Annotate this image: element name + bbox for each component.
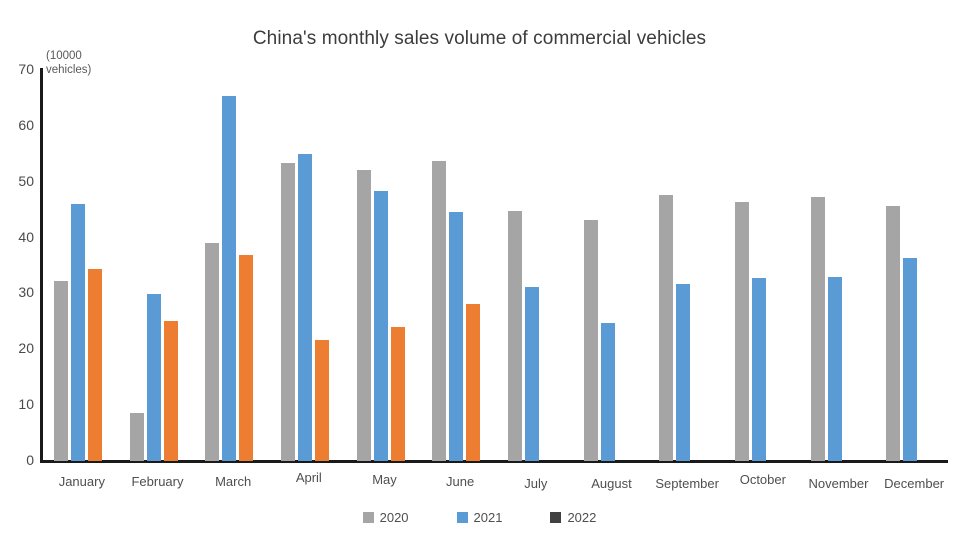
bar-2020-october — [735, 201, 749, 461]
x-axis-label-september: September — [655, 476, 719, 491]
bar-2021-september — [676, 283, 691, 461]
x-axis-label-may: May — [372, 472, 397, 487]
bar-2020-november — [810, 196, 825, 461]
plot-area — [40, 70, 948, 461]
bar-2021-february — [146, 294, 161, 461]
bar-group — [281, 70, 357, 461]
bar-2021-june — [449, 211, 464, 461]
bar-2021-april — [298, 154, 312, 461]
bar-2021-march — [222, 96, 237, 461]
y-axis-tick-label: 40 — [18, 228, 34, 245]
x-axis-label-august: August — [591, 476, 632, 491]
bar-group — [205, 70, 281, 461]
y-axis-tick-label: 20 — [18, 340, 34, 357]
x-axis-label-november: November — [808, 476, 869, 491]
x-axis-label-july: July — [524, 476, 548, 491]
y-axis-unit-line1: (10000 — [46, 50, 82, 62]
chart-title: China's monthly sales volume of commerci… — [252, 28, 707, 49]
legend-item-2021[interactable]: 2021 — [456, 510, 503, 525]
x-axis-label-june: June — [446, 474, 475, 489]
bar-group — [432, 70, 508, 461]
bar-2021-august — [600, 323, 615, 461]
bar-2022-march — [239, 254, 254, 461]
y-axis-unit-label: (10000 vehicles) — [46, 50, 110, 77]
bar-2020-december — [886, 206, 901, 461]
x-axis-line — [40, 460, 948, 463]
x-axis-label-october: October — [739, 472, 786, 487]
y-axis-tick-label: 60 — [18, 116, 34, 133]
bar-2022-june — [466, 304, 481, 461]
legend-label: 2022 — [567, 510, 597, 525]
bar-2022-april — [315, 340, 329, 461]
bar-2020-august — [583, 220, 598, 461]
legend-label: 2021 — [473, 510, 503, 525]
bar-group — [810, 70, 887, 461]
bar-2022-may — [390, 326, 405, 461]
chart-legend: 2020 2021 2022 — [0, 510, 959, 525]
bar-2022-february — [163, 320, 178, 461]
bar-2020-march — [205, 243, 220, 461]
x-axis-label-december: December — [884, 476, 945, 491]
bar-2021-july — [525, 286, 539, 461]
y-axis-tick-label: 0 — [26, 452, 34, 468]
bar-2020-april — [281, 162, 295, 461]
bar-group — [54, 70, 130, 461]
x-axis-label-january: January — [58, 474, 105, 489]
bar-group — [583, 70, 660, 461]
bar-2020-may — [356, 169, 371, 461]
bar-group — [735, 70, 811, 461]
y-axis-tick-label: 30 — [18, 284, 34, 301]
legend-swatch-icon — [362, 512, 374, 523]
bar-group — [129, 70, 206, 461]
bar-group — [356, 70, 433, 461]
bar-2020-july — [508, 210, 522, 461]
legend-item-2022[interactable]: 2022 — [550, 510, 596, 525]
bar-group — [659, 70, 735, 461]
legend-swatch-icon — [456, 512, 468, 523]
bar-2021-january — [71, 204, 85, 461]
bar-2022-january — [88, 268, 102, 461]
y-axis-tick-label: 70 — [18, 61, 34, 77]
bar-group — [508, 70, 584, 461]
legend-label: 2020 — [379, 510, 409, 525]
bar-2020-february — [129, 412, 144, 461]
x-axis-label-march: March — [215, 474, 252, 489]
bar-2020-june — [432, 161, 447, 461]
bar-2021-december — [903, 257, 918, 461]
bar-2020-january — [54, 281, 68, 461]
x-axis-label-february: February — [131, 474, 184, 489]
legend-swatch-icon — [550, 512, 562, 523]
bar-2021-october — [752, 278, 766, 461]
y-axis-tick-label: 10 — [18, 396, 34, 413]
y-axis-tick-label: 50 — [18, 172, 34, 189]
bar-2021-november — [827, 276, 842, 461]
y-axis-line — [40, 68, 43, 463]
bar-2020-september — [659, 194, 674, 461]
bar-group — [886, 70, 959, 461]
x-axis-label-april: April — [295, 470, 322, 485]
legend-item-2020[interactable]: 2020 — [362, 510, 409, 525]
y-axis-unit-line2: vehicles) — [46, 63, 92, 76]
bar-2021-may — [373, 191, 388, 461]
